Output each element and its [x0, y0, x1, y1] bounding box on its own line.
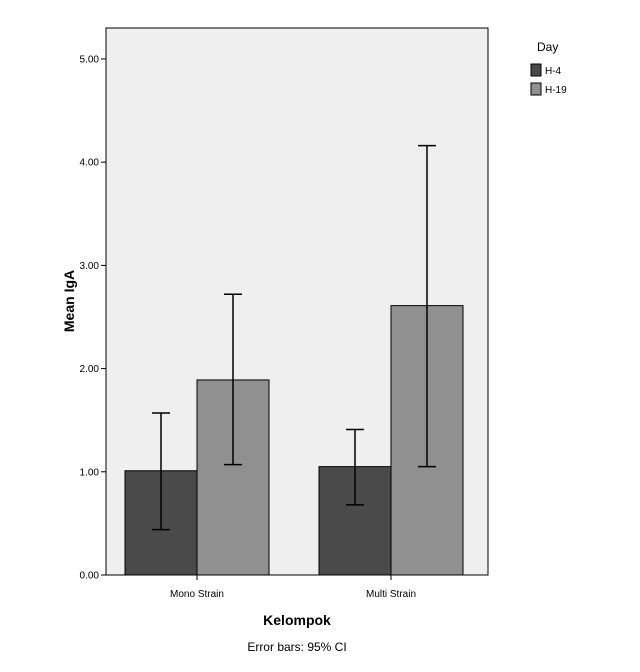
- y-tick-label: 4.00: [80, 158, 100, 169]
- legend-label-h-4: H-4: [545, 66, 562, 77]
- y-tick-label: 1.00: [80, 467, 100, 478]
- y-tick-label: 2.00: [80, 364, 100, 375]
- error-bars: [152, 144, 436, 531]
- footnote: Error bars: 95% CI: [247, 640, 346, 654]
- x-axis-title: Kelompok: [263, 612, 331, 628]
- legend-swatch-h-19: [530, 82, 542, 96]
- y-axis-title: Mean IgA: [61, 270, 77, 332]
- x-axis: Mono Strain Multi Strain: [170, 575, 416, 600]
- y-tick-label: 0.00: [80, 571, 100, 582]
- legend-swatch-h-4: [530, 63, 542, 77]
- x-tick-label: Multi Strain: [366, 589, 416, 600]
- legend-title: Day: [537, 40, 558, 54]
- y-axis: 0.00 1.00 2.00 3.00 4.00 5.00: [80, 54, 106, 582]
- y-tick-label: 5.00: [80, 54, 100, 65]
- legend: H-4 H-19: [530, 63, 567, 96]
- x-tick-label: Mono Strain: [170, 589, 224, 600]
- legend-label-h-19: H-19: [545, 85, 567, 96]
- y-tick-label: 3.00: [80, 261, 100, 272]
